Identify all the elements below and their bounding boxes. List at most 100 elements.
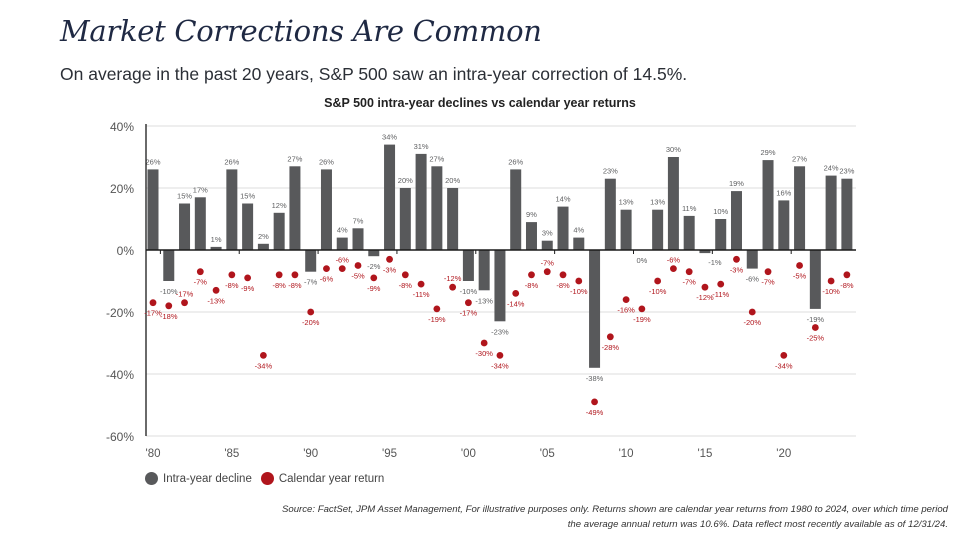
dot-1986: [244, 274, 252, 282]
bar-1980: [147, 169, 159, 250]
bar-label: 2%: [258, 232, 269, 241]
dot-2010: [622, 296, 630, 303]
dot-label: -7%: [194, 278, 208, 287]
bar-1993: [352, 228, 364, 250]
dot-1980: [149, 299, 157, 307]
y-tick-label: 40%: [110, 120, 134, 134]
dot-label: -17%: [460, 309, 478, 318]
dot-label: -6%: [667, 256, 681, 265]
legend: Intra-year decline Calendar year return: [145, 472, 393, 485]
bar-1990: [305, 250, 317, 272]
x-tick-label: '90: [303, 448, 318, 460]
dot-label: -12%: [444, 274, 462, 283]
bar-label: 4%: [337, 226, 348, 235]
bar-1983: [194, 197, 206, 250]
bar-2024: [841, 178, 853, 250]
bar-2008: [589, 250, 601, 368]
bar-1996: [399, 188, 411, 250]
bar-label: 27%: [792, 154, 807, 163]
bar-1985: [226, 169, 238, 250]
dot-1981: [165, 302, 173, 310]
dot-label: -9%: [367, 284, 381, 293]
page-title: Market Corrections Are Common: [60, 14, 542, 48]
bar-label: 26%: [508, 157, 523, 166]
x-tick-label: '85: [224, 448, 239, 460]
bar-2009: [604, 178, 616, 250]
bar-label: -6%: [746, 275, 760, 284]
dot-label: -25%: [807, 334, 825, 343]
bar-2016: [715, 219, 727, 250]
dot-2024: [843, 271, 851, 279]
bar-1998: [431, 166, 443, 250]
dot-1997: [417, 280, 425, 288]
dot-2001: [480, 339, 488, 347]
x-tick-label: '20: [776, 448, 791, 460]
y-tick-label: 0%: [117, 244, 135, 258]
dot-2013: [670, 265, 677, 272]
dot-label: -20%: [302, 318, 320, 327]
dot-label: -49%: [586, 408, 604, 417]
dot-label: -7%: [761, 278, 775, 287]
x-tick-label: '05: [540, 448, 555, 460]
bar-label: 26%: [319, 157, 334, 166]
bar-2023: [825, 175, 837, 250]
dot-label: -6%: [336, 256, 350, 265]
dot-1999: [449, 283, 457, 291]
footnote-line-2: the average annual return was 10.6%. Dat…: [567, 519, 948, 530]
bar-1997: [415, 153, 427, 250]
dot-label: -8%: [225, 281, 239, 290]
bar-2021: [794, 166, 806, 250]
bar-label: 27%: [287, 154, 302, 163]
bar-1984: [210, 246, 222, 250]
bar-label: 16%: [776, 188, 791, 197]
bar-2014: [683, 215, 695, 250]
bar-label: 23%: [603, 167, 618, 176]
bar-label: 13%: [650, 198, 665, 207]
legend-label: Calendar year return: [278, 472, 385, 485]
dot-2016: [717, 280, 725, 288]
bar-label: 29%: [761, 148, 776, 157]
bar-label: 31%: [414, 142, 429, 151]
dot-label: -12%: [696, 293, 714, 302]
bar-2012: [652, 209, 664, 250]
dot-label: -30%: [475, 349, 493, 358]
bar-2007: [573, 237, 585, 250]
bar-2004: [525, 222, 537, 250]
bar-2002: [494, 250, 506, 322]
x-tick-label: '10: [619, 448, 634, 460]
chart-title: S&P 500 intra-year declines vs calendar …: [324, 96, 636, 110]
dot-1991: [323, 265, 330, 272]
bar-1999: [447, 188, 459, 250]
y-tick-label: -60%: [106, 430, 134, 444]
dot-label: -7%: [683, 278, 697, 287]
bar-label: 14%: [556, 195, 571, 204]
bar-label: 24%: [824, 164, 839, 173]
dot-label: -3%: [730, 265, 744, 274]
x-tick-label: '00: [461, 448, 476, 460]
legend-item-calendar-year-return: Calendar year return: [260, 472, 385, 485]
dot-2021: [796, 262, 803, 269]
legend-swatch-red: [260, 472, 274, 485]
dot-1995: [386, 255, 393, 263]
dot-1982: [181, 299, 188, 307]
bar-label: 1%: [211, 235, 222, 244]
dot-label: -8%: [556, 281, 570, 290]
bar-2000: [462, 250, 474, 281]
dot-1987: [259, 352, 267, 359]
dot-1984: [212, 286, 220, 294]
bar-2003: [510, 169, 522, 250]
bar-2019: [762, 160, 774, 250]
bar-label: 34%: [382, 133, 397, 142]
bar-1992: [336, 237, 348, 250]
dot-2022: [811, 324, 819, 331]
dot-label: -14%: [507, 299, 525, 308]
bar-label: 15%: [177, 192, 192, 201]
bar-2015: [699, 250, 711, 254]
bar-label: 10%: [713, 207, 728, 216]
bar-1982: [179, 203, 191, 250]
bar-label: -23%: [491, 327, 509, 336]
bar-1987: [257, 243, 269, 250]
dot-label: -5%: [351, 272, 365, 281]
dot-label: -13%: [207, 296, 225, 305]
bar-2017: [730, 191, 742, 250]
